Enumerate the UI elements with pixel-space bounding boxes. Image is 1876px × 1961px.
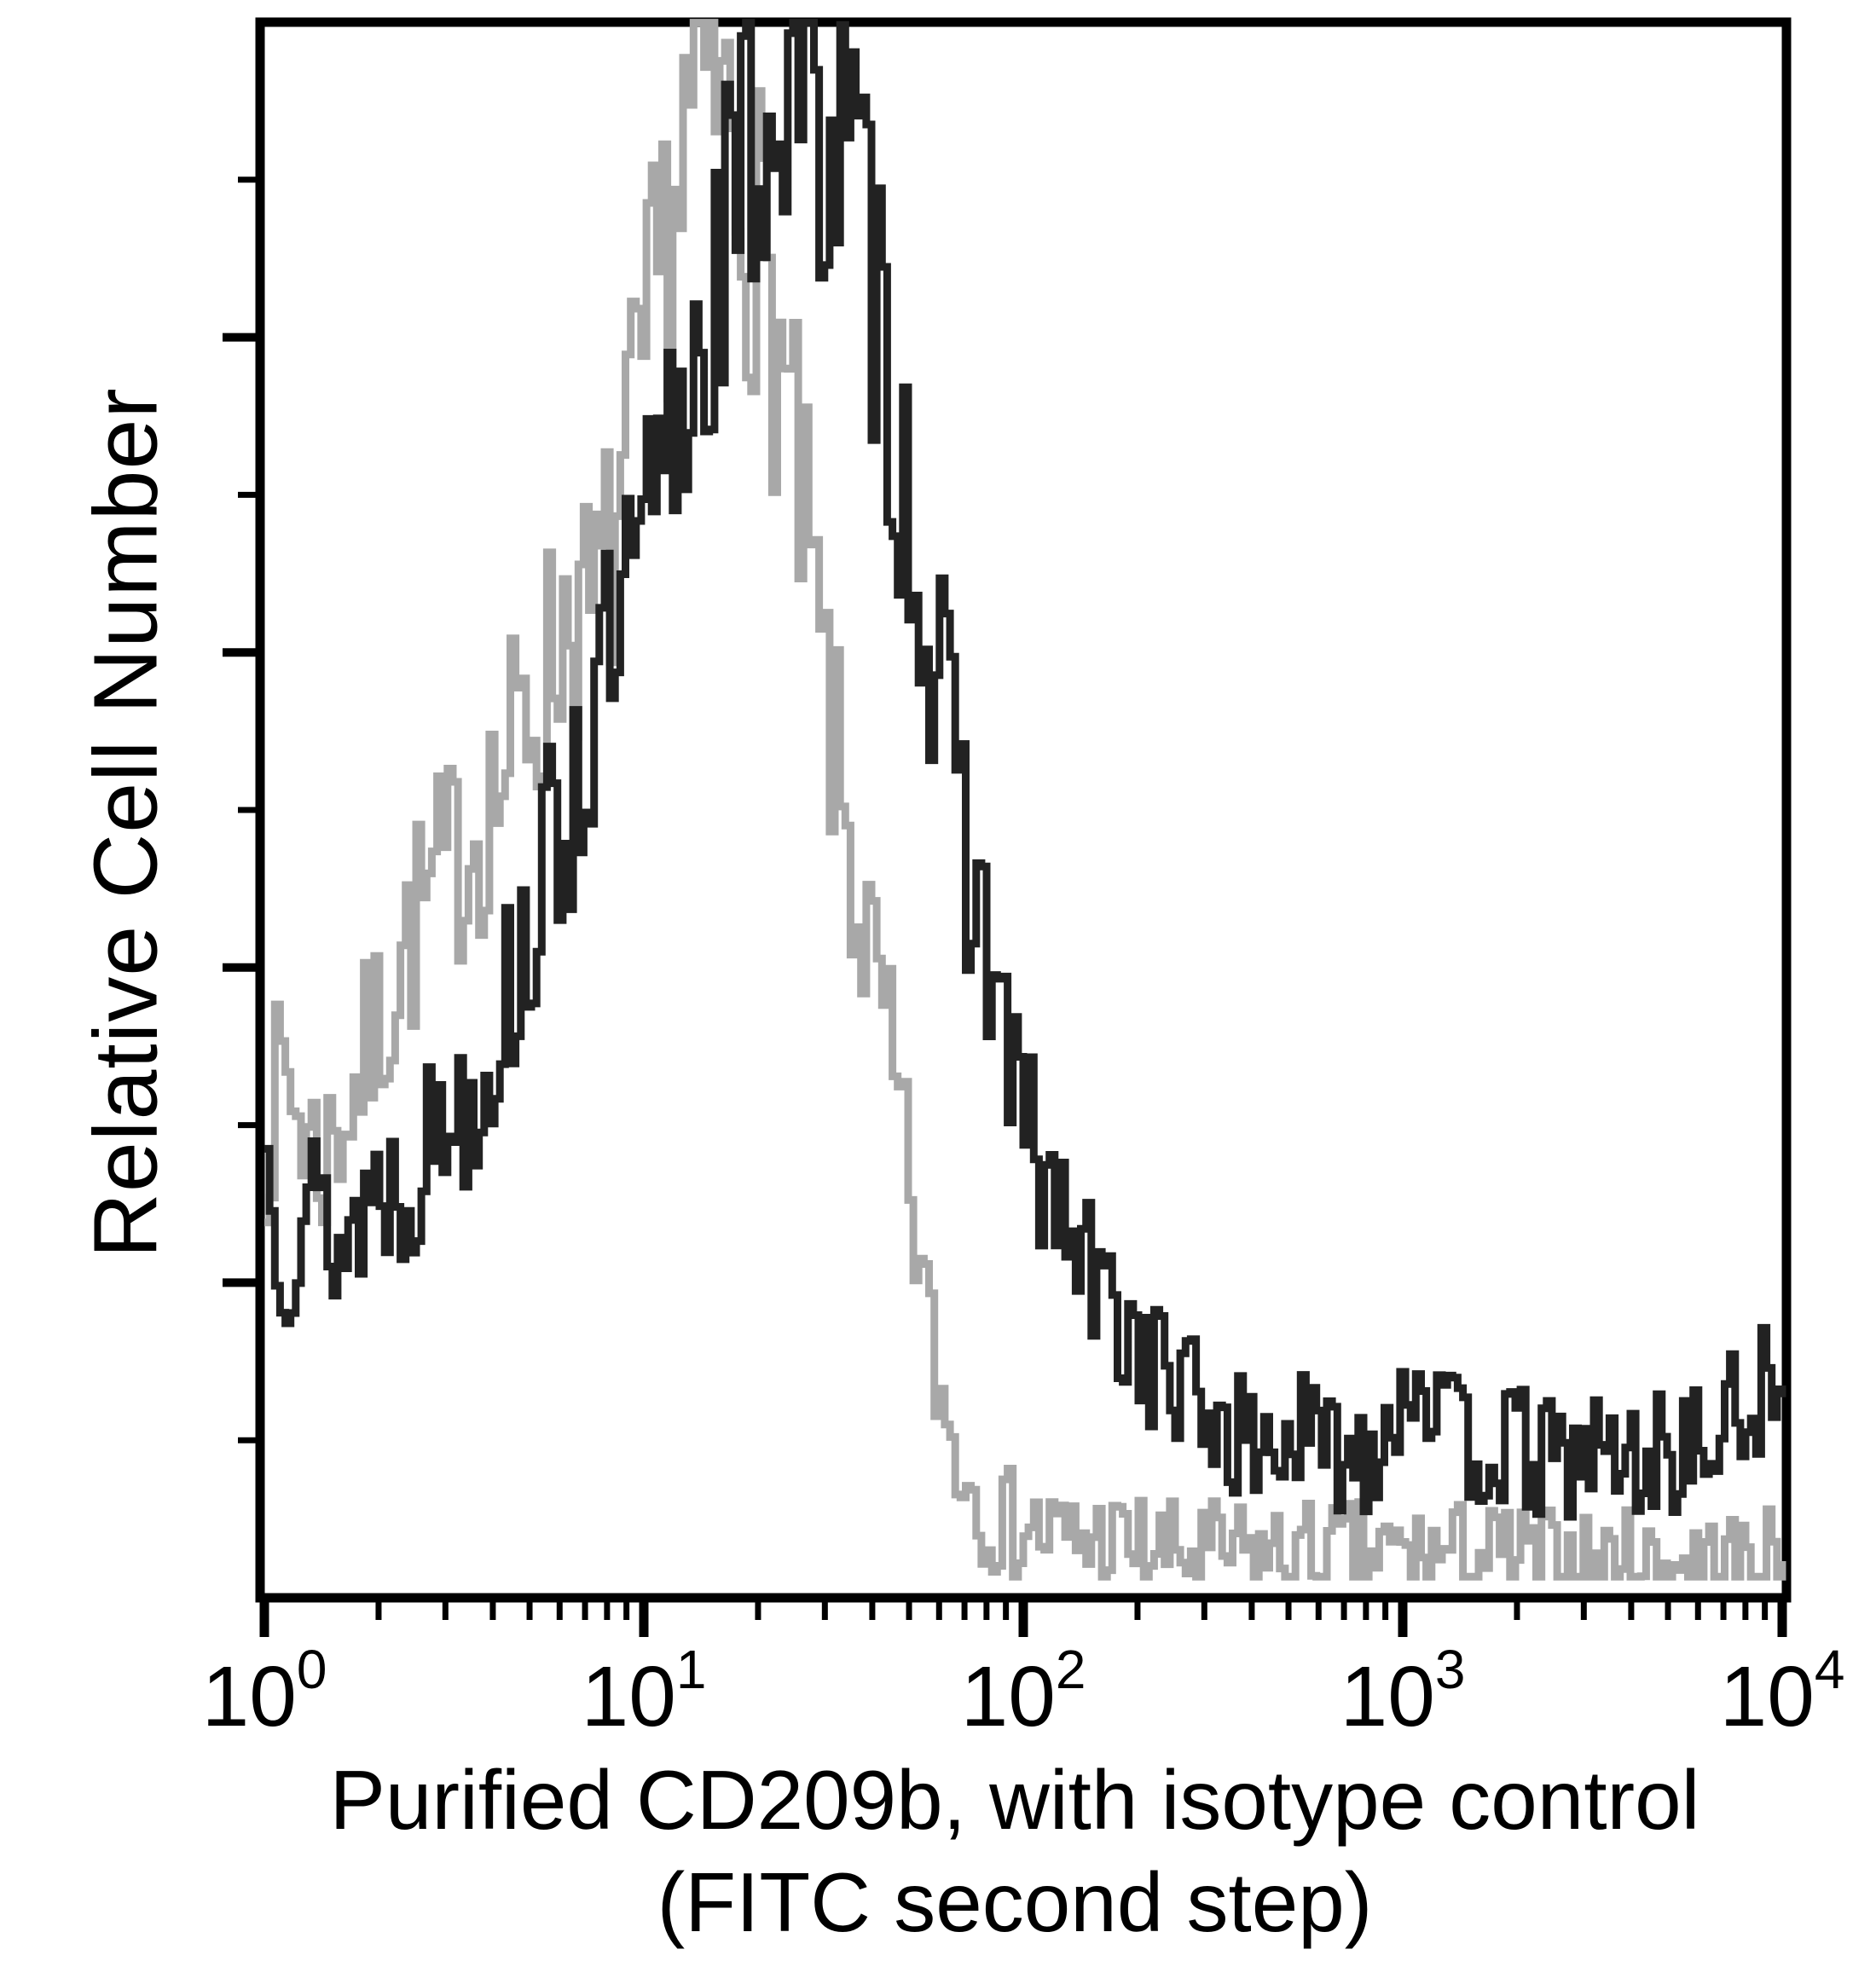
y-axis-label: Relative Cell Number <box>75 387 177 1258</box>
x-tick-label: 103 <box>1340 1639 1466 1744</box>
x-axis-label-line2: (FITC second step) <box>657 1854 1373 1949</box>
histogram-plot: 100 101 102 103 104 <box>202 17 1844 1744</box>
x-tick-label: 102 <box>961 1639 1086 1744</box>
x-axis-caption: Purified CD209b, with isotype control (F… <box>205 1750 1825 1953</box>
histogram-trace-cd209b <box>264 19 1786 1521</box>
histogram-trace-isotype-control <box>264 19 1786 1581</box>
x-axis-label-line1: Purified CD209b, with isotype control <box>329 1753 1700 1847</box>
x-tick-label: 104 <box>1720 1639 1845 1744</box>
x-tick-label: 100 <box>202 1639 327 1744</box>
x-tick-label: 101 <box>582 1639 707 1744</box>
